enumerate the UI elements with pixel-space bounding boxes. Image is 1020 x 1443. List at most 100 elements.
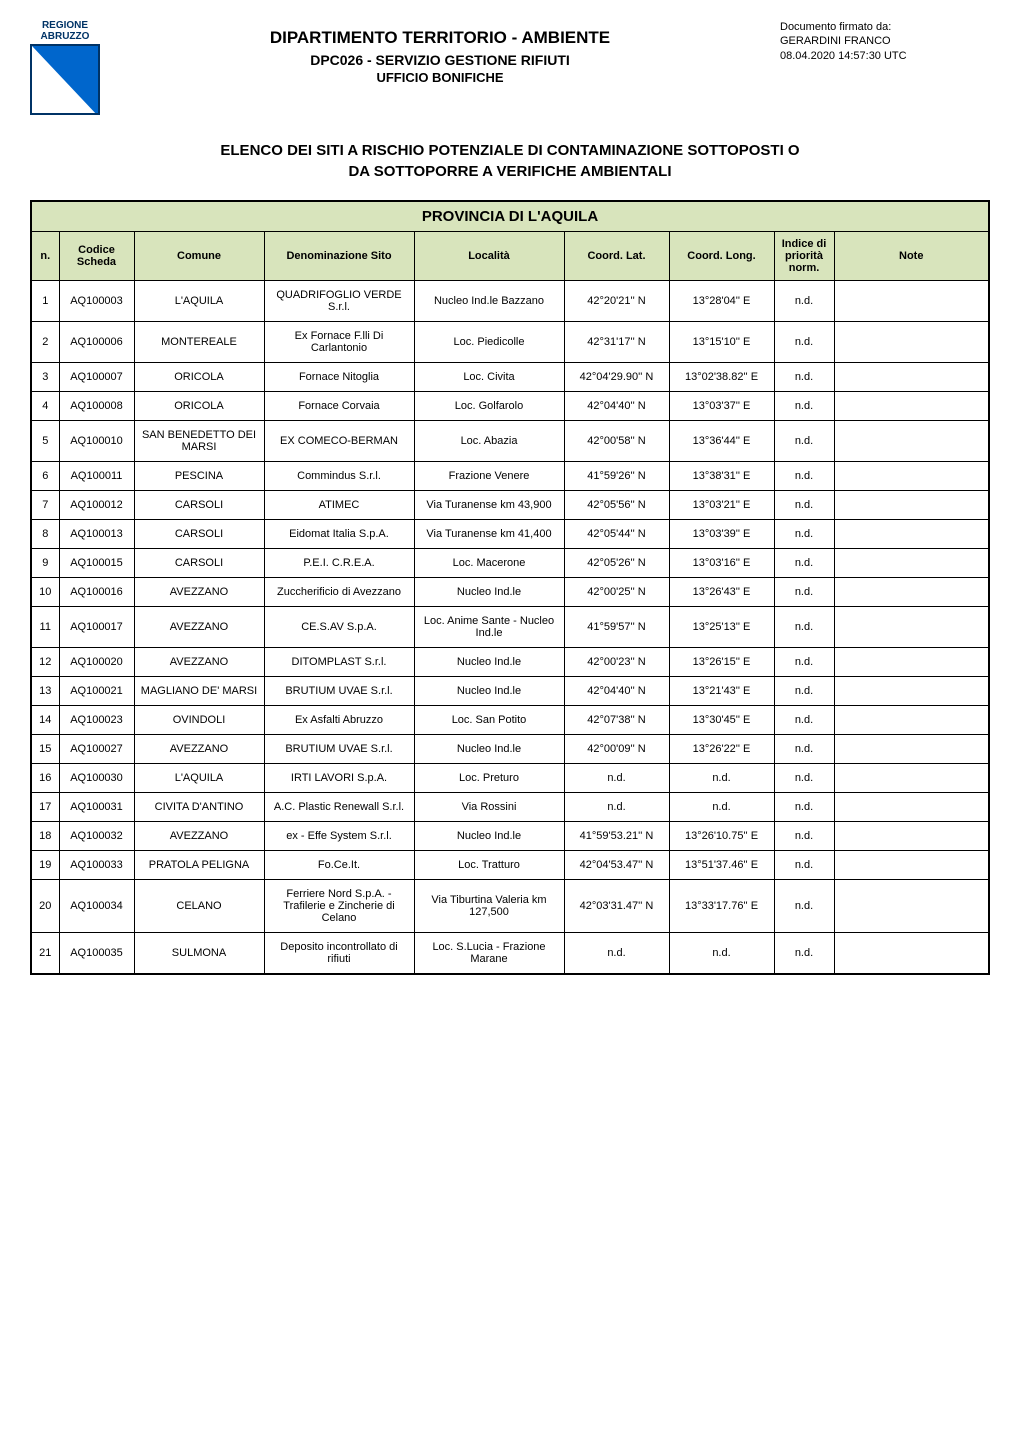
cell-cod: AQ100032 bbox=[59, 822, 134, 851]
regione-logo: REGIONE ABRUZZO bbox=[30, 20, 100, 115]
signature-block: Documento firmato da: GERARDINI FRANCO 0… bbox=[780, 20, 990, 63]
cell-cod: AQ100020 bbox=[59, 648, 134, 677]
cell-pri: n.d. bbox=[774, 549, 834, 578]
cell-den: Fo.Ce.It. bbox=[264, 851, 414, 880]
cell-pri: n.d. bbox=[774, 677, 834, 706]
cell-n: 19 bbox=[31, 851, 59, 880]
cell-pri: n.d. bbox=[774, 793, 834, 822]
cell-com: AVEZZANO bbox=[134, 648, 264, 677]
cell-com: MONTEREALE bbox=[134, 322, 264, 363]
sites-table: PROVINCIA DI L'AQUILA n. Codice Scheda C… bbox=[30, 200, 990, 975]
cell-loc: Frazione Venere bbox=[414, 462, 564, 491]
cell-n: 14 bbox=[31, 706, 59, 735]
table-row: 21AQ100035SULMONADeposito incontrollato … bbox=[31, 933, 989, 975]
table-row: 1AQ100003L'AQUILAQUADRIFOGLIO VERDE S.r.… bbox=[31, 281, 989, 322]
cell-lon: 13°26'43'' E bbox=[669, 578, 774, 607]
cell-lon: 13°33'17.76'' E bbox=[669, 880, 774, 933]
cell-lon: 13°26'10.75'' E bbox=[669, 822, 774, 851]
cell-lat: 41°59'26'' N bbox=[564, 462, 669, 491]
cell-loc: Nucleo Ind.le bbox=[414, 578, 564, 607]
cell-pri: n.d. bbox=[774, 363, 834, 392]
cell-note bbox=[834, 706, 989, 735]
table-row: 12AQ100020AVEZZANODITOMPLAST S.r.l.Nucle… bbox=[31, 648, 989, 677]
cell-lat: 42°20'21'' N bbox=[564, 281, 669, 322]
province-header: PROVINCIA DI L'AQUILA bbox=[31, 201, 989, 232]
cell-com: CARSOLI bbox=[134, 520, 264, 549]
cell-note bbox=[834, 822, 989, 851]
cell-com: PRATOLA PELIGNA bbox=[134, 851, 264, 880]
cell-lat: 41°59'57'' N bbox=[564, 607, 669, 648]
sig-line2: GERARDINI FRANCO bbox=[780, 35, 891, 47]
cell-lat: 41°59'53.21'' N bbox=[564, 822, 669, 851]
cell-n: 9 bbox=[31, 549, 59, 578]
table-row: 15AQ100027AVEZZANOBRUTIUM UVAE S.r.l.Nuc… bbox=[31, 735, 989, 764]
cell-com: L'AQUILA bbox=[134, 281, 264, 322]
cell-lon: n.d. bbox=[669, 933, 774, 975]
main-title-line2: DA SOTTOPORRE A VERIFICHE AMBIENTALI bbox=[348, 163, 671, 180]
col-comune: Comune bbox=[134, 232, 264, 281]
cell-loc: Loc. Anime Sante - Nucleo Ind.le bbox=[414, 607, 564, 648]
cell-den: A.C. Plastic Renewall S.r.l. bbox=[264, 793, 414, 822]
cell-n: 20 bbox=[31, 880, 59, 933]
cell-lat: n.d. bbox=[564, 933, 669, 975]
cell-pri: n.d. bbox=[774, 648, 834, 677]
cell-loc: Loc. Golfarolo bbox=[414, 392, 564, 421]
cell-lat: 42°00'23'' N bbox=[564, 648, 669, 677]
cell-cod: AQ100016 bbox=[59, 578, 134, 607]
col-long: Coord. Long. bbox=[669, 232, 774, 281]
cell-den: Eidomat Italia S.p.A. bbox=[264, 520, 414, 549]
cell-loc: Nucleo Ind.le bbox=[414, 822, 564, 851]
cell-loc: Loc. Civita bbox=[414, 363, 564, 392]
cell-loc: Loc. Tratturo bbox=[414, 851, 564, 880]
cell-note bbox=[834, 491, 989, 520]
cell-cod: AQ100027 bbox=[59, 735, 134, 764]
cell-loc: Nucleo Ind.le bbox=[414, 735, 564, 764]
cell-cod: AQ100003 bbox=[59, 281, 134, 322]
cell-pri: n.d. bbox=[774, 880, 834, 933]
cell-pri: n.d. bbox=[774, 421, 834, 462]
cell-den: Ex Fornace F.lli Di Carlantonio bbox=[264, 322, 414, 363]
cell-den: Ex Asfalti Abruzzo bbox=[264, 706, 414, 735]
cell-note bbox=[834, 793, 989, 822]
cell-lon: 13°15'10'' E bbox=[669, 322, 774, 363]
cell-lon: 13°03'21'' E bbox=[669, 491, 774, 520]
cell-com: MAGLIANO DE' MARSI bbox=[134, 677, 264, 706]
cell-cod: AQ100010 bbox=[59, 421, 134, 462]
cell-n: 2 bbox=[31, 322, 59, 363]
cell-cod: AQ100031 bbox=[59, 793, 134, 822]
cell-note bbox=[834, 549, 989, 578]
cell-lon: 13°02'38.82'' E bbox=[669, 363, 774, 392]
cell-cod: AQ100015 bbox=[59, 549, 134, 578]
cell-lat: 42°07'38'' N bbox=[564, 706, 669, 735]
cell-lat: 42°04'40'' N bbox=[564, 677, 669, 706]
cell-cod: AQ100008 bbox=[59, 392, 134, 421]
cell-cod: AQ100034 bbox=[59, 880, 134, 933]
cell-pri: n.d. bbox=[774, 851, 834, 880]
cell-lon: 13°30'45'' E bbox=[669, 706, 774, 735]
office-title: UFFICIO BONIFICHE bbox=[100, 70, 780, 85]
cell-loc: Nucleo Ind.le Bazzano bbox=[414, 281, 564, 322]
cell-cod: AQ100011 bbox=[59, 462, 134, 491]
cell-lat: 42°05'56'' N bbox=[564, 491, 669, 520]
cell-loc: Loc. Preturo bbox=[414, 764, 564, 793]
cell-den: Fornace Corvaia bbox=[264, 392, 414, 421]
cell-n: 11 bbox=[31, 607, 59, 648]
cell-den: Zuccherificio di Avezzano bbox=[264, 578, 414, 607]
cell-cod: AQ100033 bbox=[59, 851, 134, 880]
cell-com: CARSOLI bbox=[134, 491, 264, 520]
cell-lat: 42°03'31.47'' N bbox=[564, 880, 669, 933]
cell-pri: n.d. bbox=[774, 520, 834, 549]
cell-note bbox=[834, 421, 989, 462]
cell-lon: 13°21'43'' E bbox=[669, 677, 774, 706]
table-row: 17AQ100031CIVITA D'ANTINOA.C. Plastic Re… bbox=[31, 793, 989, 822]
cell-lat: 42°00'09'' N bbox=[564, 735, 669, 764]
cell-lat: 42°05'44'' N bbox=[564, 520, 669, 549]
cell-lat: 42°31'17'' N bbox=[564, 322, 669, 363]
cell-den: CE.S.AV S.p.A. bbox=[264, 607, 414, 648]
cell-note bbox=[834, 520, 989, 549]
cell-com: L'AQUILA bbox=[134, 764, 264, 793]
cell-loc: Via Tiburtina Valeria km 127,500 bbox=[414, 880, 564, 933]
cell-note bbox=[834, 322, 989, 363]
col-note: Note bbox=[834, 232, 989, 281]
table-row: 7AQ100012CARSOLIATIMECVia Turanense km 4… bbox=[31, 491, 989, 520]
